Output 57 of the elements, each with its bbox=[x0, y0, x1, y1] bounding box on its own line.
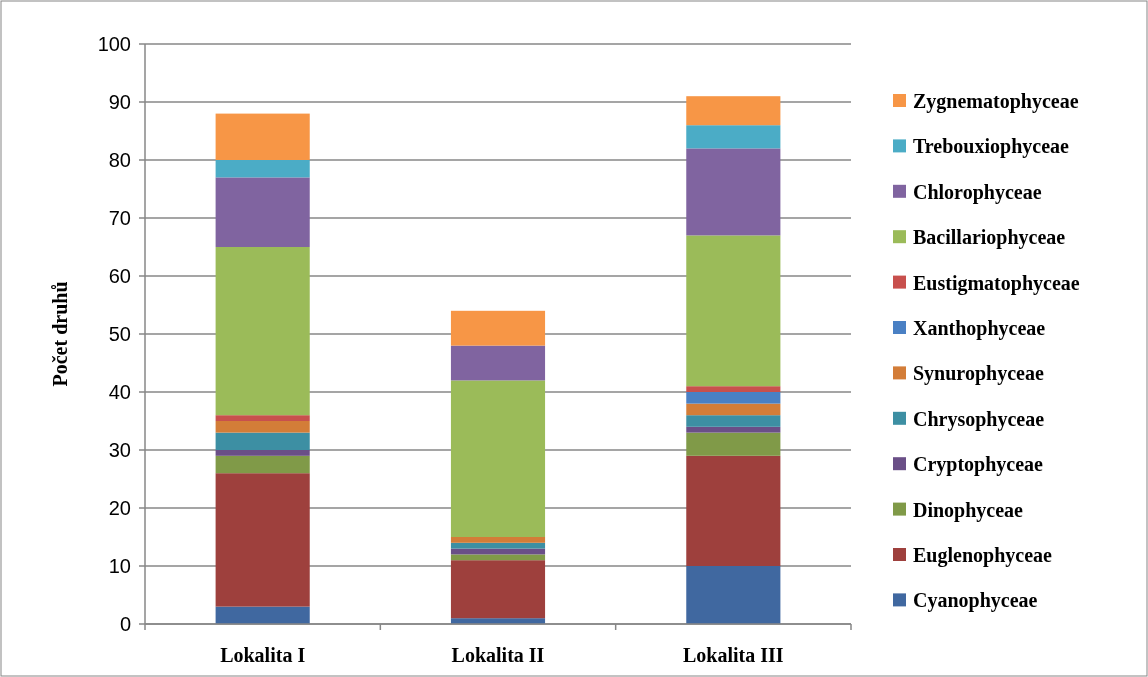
bar bbox=[215, 432, 310, 450]
x-tick-label: Lokalita II bbox=[451, 644, 545, 666]
bar bbox=[450, 560, 546, 619]
bar bbox=[215, 455, 310, 474]
bar bbox=[450, 345, 546, 381]
legend-label: Euglenophyceae bbox=[913, 544, 1053, 567]
bar bbox=[215, 177, 310, 247]
bar bbox=[215, 160, 310, 178]
bar bbox=[450, 542, 546, 549]
bar bbox=[686, 148, 781, 236]
y-tick-label: 70 bbox=[108, 207, 131, 229]
y-tick-label: 100 bbox=[97, 33, 131, 55]
legend-label: Trebouxiophyceae bbox=[913, 135, 1070, 159]
y-tick-label: 30 bbox=[108, 439, 131, 461]
legend-label: Chlorophyceae bbox=[913, 180, 1042, 204]
bar bbox=[450, 537, 546, 543]
y-tick-label: 40 bbox=[108, 381, 131, 403]
bar bbox=[686, 432, 781, 456]
bar bbox=[686, 96, 781, 126]
legend-label: Bacillariophyceae bbox=[913, 226, 1066, 250]
bar bbox=[215, 450, 310, 456]
bar bbox=[686, 392, 781, 404]
legend-label: Zygnematophyceae bbox=[913, 90, 1079, 113]
legend-label: Xanthophyceae bbox=[913, 317, 1046, 340]
legend-label: Eustigmatophyceae bbox=[913, 271, 1080, 295]
bar bbox=[686, 403, 781, 416]
y-tick-label: 10 bbox=[108, 555, 131, 577]
bar bbox=[686, 235, 781, 387]
bar bbox=[215, 473, 310, 607]
bar bbox=[686, 415, 781, 427]
bar bbox=[215, 113, 310, 160]
y-tick-label: 90 bbox=[108, 91, 131, 113]
x-tick-label: Lokalita III bbox=[683, 644, 784, 666]
bar bbox=[686, 455, 781, 566]
y-tick-label: 80 bbox=[108, 149, 131, 171]
y-tick-label: 50 bbox=[108, 323, 131, 345]
bar bbox=[450, 310, 546, 346]
y-tick-label: 0 bbox=[119, 613, 131, 635]
legend-label: Cyanophyceae bbox=[913, 589, 1038, 613]
legend-label: Dinophyceae bbox=[913, 498, 1024, 522]
bar bbox=[686, 125, 781, 149]
legend-label: Cryptophyceae bbox=[913, 453, 1044, 477]
bar bbox=[686, 426, 781, 433]
bar bbox=[215, 415, 310, 421]
bar bbox=[450, 380, 546, 537]
bar bbox=[215, 247, 310, 416]
legend-label: Synurophyceae bbox=[913, 362, 1044, 386]
legend-label: Chrysophyceae bbox=[913, 407, 1045, 431]
y-axis-title: Počet druhů bbox=[49, 281, 71, 387]
bar bbox=[450, 554, 546, 561]
y-tick-label: 20 bbox=[108, 497, 131, 519]
bar bbox=[686, 566, 781, 624]
x-tick-label: Lokalita I bbox=[220, 644, 306, 666]
bar bbox=[215, 421, 310, 433]
bar bbox=[215, 606, 310, 624]
bar bbox=[686, 386, 781, 392]
y-tick-label: 60 bbox=[108, 265, 131, 287]
